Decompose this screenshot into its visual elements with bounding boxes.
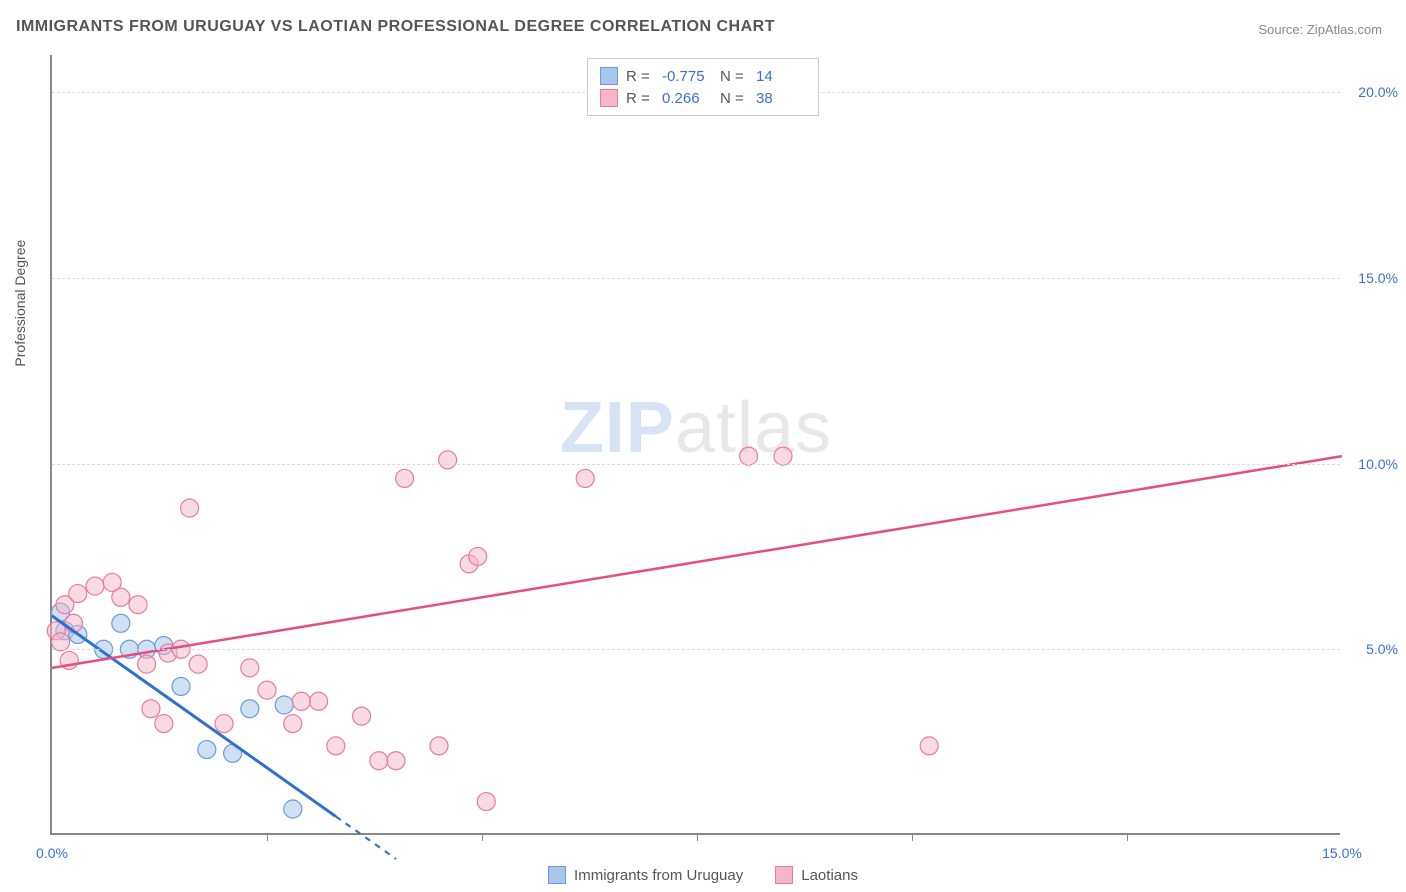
- gridline: [52, 464, 1340, 465]
- r-label: R =: [626, 90, 654, 107]
- data-point-uruguay: [284, 800, 302, 818]
- data-point-uruguay: [275, 696, 293, 714]
- data-point-laotians: [327, 737, 345, 755]
- x-tick-mark: [697, 833, 698, 841]
- data-point-laotians: [112, 588, 130, 606]
- data-point-laotians: [774, 447, 792, 465]
- n-value-laotians: 38: [756, 90, 806, 107]
- legend-series: Immigrants from Uruguay Laotians: [548, 866, 858, 884]
- swatch-uruguay: [600, 67, 618, 85]
- x-tick-label: 15.0%: [1322, 845, 1362, 861]
- data-point-laotians: [181, 499, 199, 517]
- data-point-laotians: [387, 752, 405, 770]
- n-label: N =: [720, 68, 748, 85]
- trend-line-dashed-uruguay: [336, 816, 396, 859]
- data-point-laotians: [353, 707, 371, 725]
- data-point-laotians: [576, 469, 594, 487]
- legend-label-uruguay: Immigrants from Uruguay: [574, 867, 743, 884]
- data-point-laotians: [189, 655, 207, 673]
- data-point-laotians: [477, 793, 495, 811]
- data-point-uruguay: [198, 741, 216, 759]
- swatch-laotians: [775, 866, 793, 884]
- y-tick-label: 5.0%: [1366, 641, 1398, 657]
- n-value-uruguay: 14: [756, 68, 806, 85]
- legend-stats-row-uruguay: R = -0.775 N = 14: [600, 65, 806, 87]
- n-label: N =: [720, 90, 748, 107]
- gridline: [52, 649, 1340, 650]
- x-tick-mark: [1127, 833, 1128, 841]
- r-label: R =: [626, 68, 654, 85]
- data-point-laotians: [284, 715, 302, 733]
- r-value-uruguay: -0.775: [662, 68, 712, 85]
- legend-label-laotians: Laotians: [801, 867, 858, 884]
- chart-title: IMMIGRANTS FROM URUGUAY VS LAOTIAN PROFE…: [16, 18, 775, 36]
- legend-item-uruguay: Immigrants from Uruguay: [548, 866, 743, 884]
- data-point-uruguay: [172, 677, 190, 695]
- chart-svg: [52, 55, 1340, 833]
- data-point-laotians: [241, 659, 259, 677]
- data-point-uruguay: [241, 700, 259, 718]
- data-point-laotians: [69, 585, 87, 603]
- r-value-laotians: 0.266: [662, 90, 712, 107]
- data-point-laotians: [430, 737, 448, 755]
- legend-item-laotians: Laotians: [775, 866, 858, 884]
- data-point-laotians: [142, 700, 160, 718]
- x-tick-label: 0.0%: [36, 845, 68, 861]
- data-point-laotians: [740, 447, 758, 465]
- swatch-laotians: [600, 89, 618, 107]
- data-point-laotians: [155, 715, 173, 733]
- data-point-laotians: [52, 633, 70, 651]
- trend-line-laotians: [52, 456, 1342, 668]
- x-tick-mark: [267, 833, 268, 841]
- data-point-laotians: [129, 596, 147, 614]
- y-axis-label: Professional Degree: [12, 240, 28, 367]
- data-point-laotians: [138, 655, 156, 673]
- x-tick-mark: [912, 833, 913, 841]
- y-tick-label: 10.0%: [1358, 456, 1398, 472]
- data-point-laotians: [439, 451, 457, 469]
- source-attribution: Source: ZipAtlas.com: [1258, 22, 1382, 37]
- data-point-uruguay: [112, 614, 130, 632]
- data-point-laotians: [310, 692, 328, 710]
- data-point-laotians: [258, 681, 276, 699]
- y-tick-label: 20.0%: [1358, 84, 1398, 100]
- x-tick-mark: [482, 833, 483, 841]
- gridline: [52, 278, 1340, 279]
- data-point-laotians: [370, 752, 388, 770]
- data-point-laotians: [469, 547, 487, 565]
- data-point-laotians: [920, 737, 938, 755]
- legend-stats-row-laotians: R = 0.266 N = 38: [600, 87, 806, 109]
- data-point-laotians: [396, 469, 414, 487]
- legend-stats: R = -0.775 N = 14 R = 0.266 N = 38: [587, 58, 819, 116]
- plot-area: ZIPatlas 5.0%10.0%15.0%20.0%0.0%15.0%: [50, 55, 1340, 835]
- data-point-laotians: [86, 577, 104, 595]
- data-point-laotians: [292, 692, 310, 710]
- data-point-laotians: [215, 715, 233, 733]
- swatch-uruguay: [548, 866, 566, 884]
- y-tick-label: 15.0%: [1358, 270, 1398, 286]
